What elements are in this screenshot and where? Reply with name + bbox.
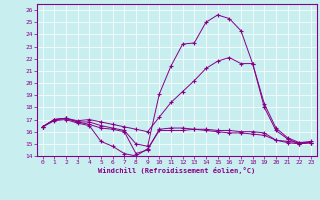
X-axis label: Windchill (Refroidissement éolien,°C): Windchill (Refroidissement éolien,°C) bbox=[98, 167, 255, 174]
